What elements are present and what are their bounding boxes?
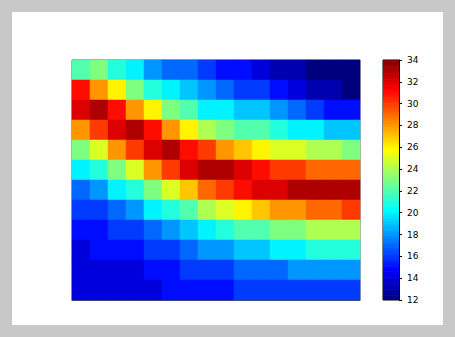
svg-text:32: 32 bbox=[407, 77, 418, 87]
svg-text:28: 28 bbox=[407, 120, 419, 130]
svg-text:14: 14 bbox=[407, 273, 419, 283]
svg-text:16: 16 bbox=[407, 251, 419, 261]
svg-text:22: 22 bbox=[407, 186, 418, 196]
svg-text:24: 24 bbox=[407, 164, 419, 174]
svg-text:30: 30 bbox=[407, 99, 419, 109]
svg-text:18: 18 bbox=[407, 230, 419, 240]
svg-text:26: 26 bbox=[407, 142, 419, 152]
svg-text:34: 34 bbox=[407, 55, 419, 65]
svg-text:12: 12 bbox=[407, 295, 418, 305]
svg-text:20: 20 bbox=[407, 208, 419, 218]
